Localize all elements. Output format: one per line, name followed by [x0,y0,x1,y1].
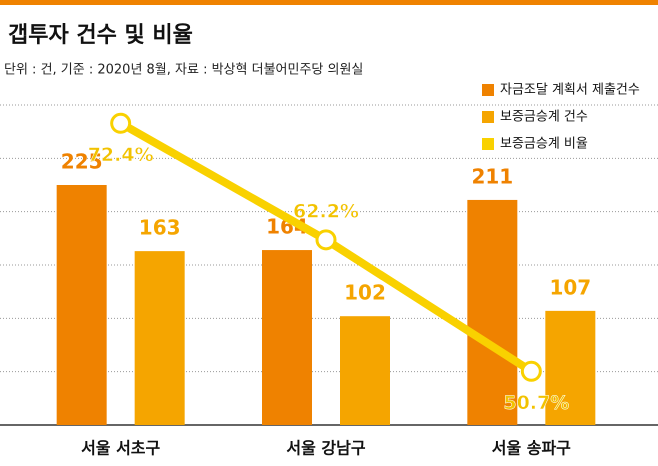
value-label: 102 [344,281,386,305]
line-point [315,229,337,251]
legend-swatch [482,111,494,123]
legend-label: 보증금승계 건수 [500,110,588,125]
value-label: 62.2% [293,200,359,222]
top-strip [0,0,658,5]
legend-swatch [482,84,494,96]
x-tick-label: 서울 송파구 [492,439,571,458]
value-label: 225 [61,150,103,174]
legend-label: 자금조달 계획서 제출건수 [500,83,640,98]
legend-label: 보증금승계 비율 [500,137,588,152]
line-point [110,112,132,134]
value-label: 72.4% [88,144,154,166]
value-label: 163 [139,216,181,240]
x-tick-label: 서울 강남구 [286,439,365,458]
line-point [520,360,542,382]
x-tick-label: 서울 서초구 [81,439,160,458]
bar [545,310,596,425]
value-label: 50.7% [503,392,569,414]
legend-swatch [482,138,494,150]
bar [262,250,312,425]
bar [56,185,107,425]
chart-title: 갭투자 건수 및 비율 [8,23,193,48]
chart-subtitle: 단위 : 건, 기준 : 2020년 8월, 자료 : 박상혁 더불어민주당 의… [4,63,363,78]
bar [134,251,185,425]
bar [340,316,390,425]
value-label: 107 [549,275,591,299]
value-label: 211 [471,164,513,188]
bar [467,199,518,425]
